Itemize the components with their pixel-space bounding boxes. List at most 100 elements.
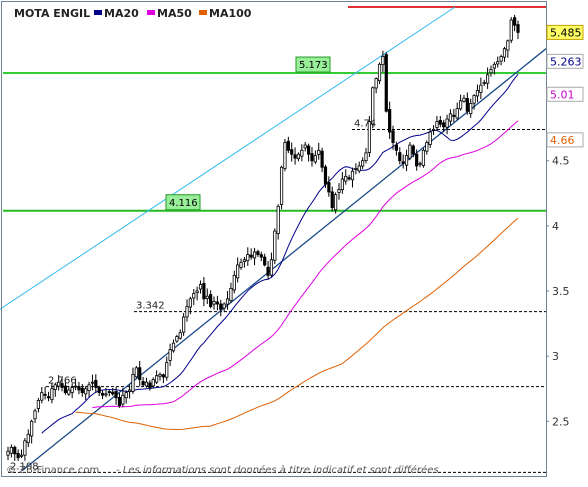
candle xyxy=(13,445,17,461)
candle-body xyxy=(232,274,236,291)
candle xyxy=(117,393,122,408)
candle xyxy=(442,119,446,133)
candle xyxy=(168,343,172,366)
candle-body xyxy=(77,386,81,391)
candle xyxy=(404,149,409,172)
candle-body xyxy=(222,303,226,309)
candle-body xyxy=(182,316,186,333)
candle xyxy=(502,46,507,62)
candle-body xyxy=(87,384,91,392)
candle xyxy=(296,152,301,162)
candle xyxy=(445,114,449,135)
candle xyxy=(141,376,145,387)
price-badge-3: 4.66 xyxy=(546,132,584,148)
candle xyxy=(138,360,142,387)
candle-body xyxy=(151,379,155,387)
candle-body xyxy=(33,410,37,420)
ma50-line xyxy=(92,120,519,409)
y-axis: 2.5 3 3.5 4 4.5 xyxy=(546,155,570,428)
candle xyxy=(472,94,476,110)
candle xyxy=(50,382,54,404)
candle xyxy=(438,116,442,128)
candle xyxy=(431,125,436,136)
candle xyxy=(465,92,469,115)
candle xyxy=(46,391,51,402)
candle xyxy=(53,382,57,397)
candle-body xyxy=(499,56,503,62)
legend-swatch xyxy=(199,10,207,15)
legend-label: MA50 xyxy=(157,7,192,20)
price-badge-label: 5.485 xyxy=(550,26,582,39)
candle xyxy=(178,329,182,340)
candle xyxy=(469,98,473,118)
candle-body xyxy=(367,121,371,153)
candle-body xyxy=(225,298,230,305)
legend-label: MA20 xyxy=(104,7,139,20)
candle-body xyxy=(431,129,436,131)
candle-body xyxy=(283,142,287,169)
candle-body xyxy=(161,374,165,378)
candle xyxy=(306,143,311,162)
candle-body xyxy=(26,433,30,444)
candle xyxy=(33,408,37,424)
y-tick-label: 2.5 xyxy=(552,415,570,428)
candle-body xyxy=(381,56,385,66)
candle xyxy=(188,296,192,315)
candle xyxy=(421,148,426,168)
candle xyxy=(364,147,368,164)
candle xyxy=(300,144,304,162)
candle-body xyxy=(489,69,493,74)
candle-body xyxy=(479,84,483,93)
candle xyxy=(30,419,34,444)
candle xyxy=(202,277,206,307)
candle xyxy=(377,62,382,85)
candle-body xyxy=(111,391,115,395)
candle-body xyxy=(421,149,426,166)
candle xyxy=(486,67,490,89)
candle-body xyxy=(168,349,172,361)
candle xyxy=(408,142,412,161)
candle-body xyxy=(337,188,341,193)
candle-body xyxy=(269,259,274,276)
candle-body xyxy=(23,440,27,456)
candle xyxy=(73,378,78,391)
candle-body xyxy=(438,119,442,125)
candle xyxy=(239,258,243,270)
candle-body xyxy=(306,145,311,155)
candle xyxy=(16,449,20,461)
candle xyxy=(323,164,328,189)
candle xyxy=(114,387,118,405)
candle-body xyxy=(63,385,68,394)
candle xyxy=(320,147,324,173)
price-badge-box xyxy=(546,53,584,69)
candle xyxy=(148,380,152,391)
candle xyxy=(70,383,74,399)
candle-body xyxy=(469,103,473,115)
candle xyxy=(23,437,27,461)
candle-body xyxy=(209,294,213,308)
trend-lines xyxy=(0,6,547,472)
candle-body xyxy=(134,367,138,378)
candle xyxy=(87,381,91,397)
candle-body xyxy=(401,161,405,164)
candle-body xyxy=(276,205,280,234)
candle xyxy=(317,142,321,160)
candle xyxy=(111,387,115,396)
candle-body xyxy=(185,306,189,318)
candle xyxy=(158,372,162,381)
price-badge-label: 4.66 xyxy=(550,134,575,147)
candle-body xyxy=(384,54,388,112)
candle-body xyxy=(415,153,419,167)
candle xyxy=(506,39,510,58)
candle xyxy=(513,14,517,32)
candle xyxy=(134,366,138,379)
candle xyxy=(479,77,483,100)
candle xyxy=(286,136,290,154)
candle xyxy=(374,77,378,94)
legend-swatch xyxy=(147,10,155,15)
candle xyxy=(215,295,220,311)
price-badge-2: 5.01 xyxy=(546,86,584,102)
candle-body xyxy=(354,168,358,170)
level-label-0: 5.173 xyxy=(299,60,328,71)
candle-body xyxy=(43,393,47,396)
